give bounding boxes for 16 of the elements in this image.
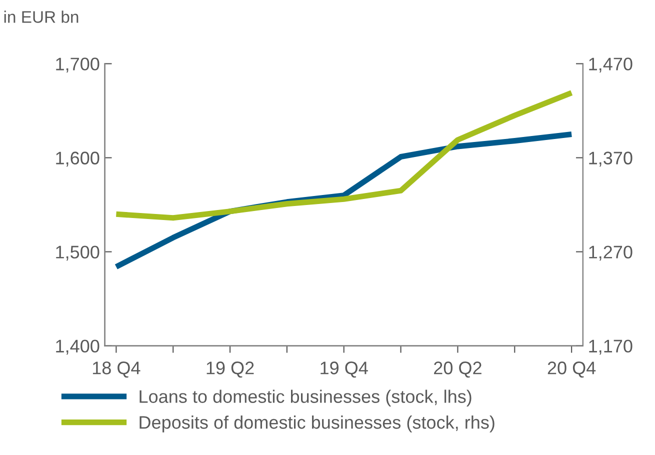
y-tick-label: 1,400 <box>56 340 100 355</box>
x-tick-label: 20 Q4 <box>548 362 596 378</box>
y-tick-label: 1,600 <box>56 152 100 167</box>
x-tick-label: 18 Q4 <box>92 362 140 378</box>
x-tick-label: 20 Q2 <box>434 362 482 378</box>
y2-tick-label: 1,370 <box>589 152 632 167</box>
y2-tick-label: 1,270 <box>589 246 632 261</box>
y2-tick-label: 1,170 <box>589 340 632 355</box>
legend-label: Deposits of domestic businesses (stock, rhs) <box>140 416 494 432</box>
legend-label: Loans to domestic businesses (stock, lhs) <box>140 390 472 407</box>
x-tick-label: 19 Q4 <box>320 362 368 378</box>
y2-tick-label: 1,470 <box>589 58 632 73</box>
y-tick-label: 1,500 <box>56 246 100 261</box>
x-tick-label: 19 Q2 <box>206 362 254 378</box>
y-tick-label: 1,700 <box>56 58 100 73</box>
y-axis-title: in EUR bn <box>4 10 78 23</box>
